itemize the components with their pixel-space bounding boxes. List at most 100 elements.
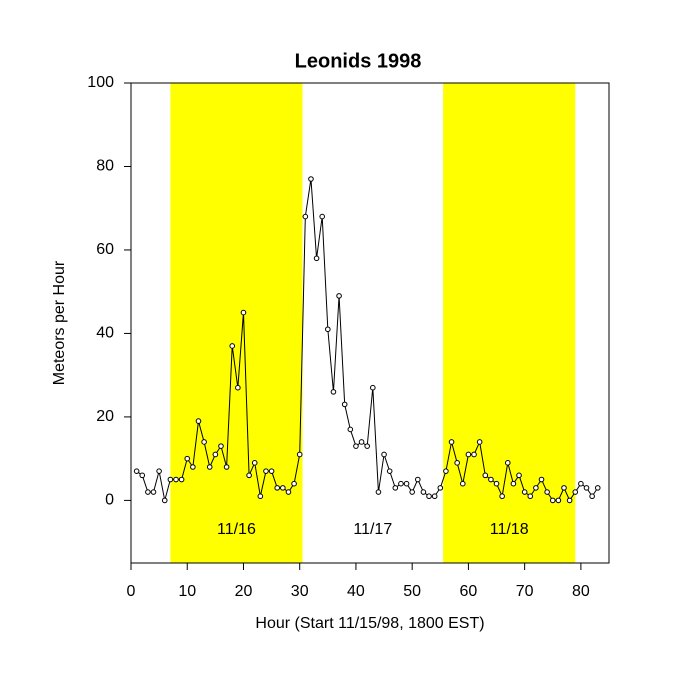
data-point <box>415 476 421 483</box>
data-point <box>251 460 258 466</box>
data-point <box>578 480 584 487</box>
y-tick-label: 60 <box>96 241 114 258</box>
data-point <box>145 489 151 495</box>
data-point <box>285 489 292 495</box>
x-tick-label: 10 <box>178 583 196 600</box>
data-point <box>161 497 168 504</box>
data-point <box>499 493 505 500</box>
data-point <box>381 451 387 458</box>
data-point <box>257 493 264 500</box>
data-point <box>533 485 539 491</box>
x-tick-label: 30 <box>291 583 309 600</box>
data-point <box>150 489 157 495</box>
data-point <box>308 176 314 182</box>
data-point <box>561 485 567 491</box>
data-point <box>437 485 444 491</box>
data-point <box>544 489 550 495</box>
data-point <box>572 489 579 495</box>
x-tick-label: 20 <box>235 583 253 600</box>
data-point <box>392 485 399 491</box>
data-point <box>538 476 545 483</box>
y-axis-label: Meteors per Hour <box>51 260 68 385</box>
data-point <box>190 464 196 470</box>
data-point <box>386 468 393 474</box>
data-point <box>156 468 162 474</box>
data-point <box>426 493 432 500</box>
data-point <box>218 443 224 449</box>
data-point <box>420 489 427 495</box>
data-point <box>516 472 522 479</box>
data-point <box>358 439 365 445</box>
data-point <box>594 485 601 491</box>
data-point <box>246 472 252 479</box>
data-point <box>510 480 517 487</box>
data-point <box>296 451 303 458</box>
data-point <box>488 476 494 483</box>
x-tick-label: 80 <box>572 583 590 600</box>
data-point <box>465 451 472 458</box>
data-point <box>330 389 337 395</box>
data-point <box>201 439 207 445</box>
data-point <box>454 460 460 466</box>
data-point <box>263 468 269 474</box>
data-point <box>313 255 320 262</box>
chart-title: Leonids 1998 <box>295 50 422 72</box>
data-point <box>195 418 202 424</box>
data-point <box>471 451 477 458</box>
y-tick-label: 100 <box>87 74 114 91</box>
plot-frame <box>130 82 610 564</box>
data-point <box>235 384 241 391</box>
data-point <box>291 480 297 487</box>
data-point <box>364 443 370 449</box>
data-point <box>566 497 573 504</box>
x-axis-label: Hour (Start 11/15/98, 1800 EST) <box>255 615 484 632</box>
data-point <box>504 460 511 466</box>
data-point <box>443 468 449 474</box>
data-point <box>178 476 185 483</box>
data-point <box>302 213 309 220</box>
data-point <box>403 480 410 487</box>
date-band <box>443 83 576 563</box>
data-point <box>431 493 438 500</box>
data-point <box>476 439 483 445</box>
data-point <box>133 468 140 474</box>
data-point <box>240 309 247 316</box>
data-point <box>212 451 219 458</box>
x-tick-label: 50 <box>403 583 421 600</box>
x-tick-label: 60 <box>460 583 478 600</box>
y-tick-label: 40 <box>96 325 114 342</box>
data-point <box>409 489 415 495</box>
band-label: 11/18 <box>490 521 529 538</box>
data-point <box>229 343 236 349</box>
data-point <box>173 476 179 483</box>
y-tick-label: 20 <box>96 408 114 425</box>
band-label: 11/17 <box>353 521 392 538</box>
data-point <box>280 485 286 491</box>
data-point <box>482 472 489 479</box>
data-point <box>375 489 382 495</box>
data-point <box>353 443 359 449</box>
data-point <box>521 489 528 495</box>
data-point <box>448 439 455 445</box>
x-tick-label: 0 <box>127 583 136 600</box>
y-tick-label: 80 <box>96 158 114 175</box>
band-label: 11/16 <box>217 521 256 538</box>
data-point <box>184 455 191 462</box>
y-tick-label: 0 <box>105 492 114 509</box>
data-point <box>370 384 376 391</box>
data-point <box>459 480 466 487</box>
data-point <box>398 480 404 487</box>
data-point <box>589 493 595 500</box>
x-tick-label: 40 <box>347 583 365 600</box>
x-tick-label: 70 <box>516 583 534 600</box>
data-point <box>319 213 326 220</box>
data-point <box>527 493 534 500</box>
date-band <box>170 83 303 563</box>
data-point <box>336 293 342 299</box>
data-point <box>341 401 348 408</box>
data-point <box>139 472 146 479</box>
data-point <box>549 497 556 504</box>
data-point <box>268 468 275 474</box>
data-point <box>206 464 213 470</box>
